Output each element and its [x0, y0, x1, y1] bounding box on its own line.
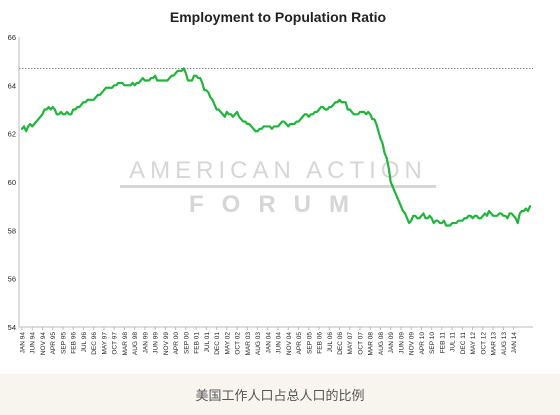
x-tick-label: AUG 98: [132, 332, 139, 356]
x-tick-label: DEC 11: [460, 332, 467, 355]
x-tick-label: JUL 06: [327, 332, 334, 353]
x-tick-label: NOV 94: [40, 332, 47, 356]
x-tick-label: APR 00: [173, 332, 180, 355]
x-tick-label: FEB 96: [71, 332, 78, 354]
x-tick-label: MAY 07: [347, 332, 354, 355]
series-group: [20, 67, 532, 227]
x-tick-label: MAY 97: [101, 332, 108, 355]
x-tick-label: FEB 06: [317, 332, 324, 354]
x-tick-label: APR 10: [419, 332, 426, 355]
x-tick-label: SEP 95: [60, 332, 67, 354]
x-tick-label: MAR 98: [122, 332, 129, 356]
x-tick-label: MAY 02: [224, 332, 231, 355]
x-tick-label: AUG 08: [378, 332, 385, 356]
x-tick-label: SEP 05: [306, 332, 313, 354]
x-tick-label: NOV 04: [286, 332, 293, 356]
x-tick-label: JUN 94: [30, 332, 37, 354]
watermark: AMERICAN ACTION FORUM: [120, 157, 436, 218]
x-tick-label: JUL 01: [204, 332, 211, 353]
y-tick-label: 62: [8, 130, 16, 139]
x-tick-label: JAN 09: [388, 332, 395, 354]
y-tick-label: 58: [8, 226, 16, 235]
x-tick-label: SEP 10: [429, 332, 436, 354]
x-tick-label: JUL 11: [450, 332, 457, 352]
x-tick-label: MAY 12: [470, 332, 477, 355]
x-tick-label: OCT 02: [235, 332, 242, 355]
chart-title: Employment to Population Ratio: [170, 9, 386, 25]
watermark-line-2: FORUM: [189, 191, 367, 218]
x-tick-label: FEB 01: [194, 332, 201, 354]
x-tick-label: OCT 07: [357, 332, 364, 355]
x-tick-label: JAN 14: [511, 332, 518, 354]
x-tick-label: JUN 99: [153, 332, 160, 354]
x-tick-label: NOV 09: [409, 332, 416, 356]
x-tick-label: JUN 09: [398, 332, 405, 354]
x-tick-label: DEC 01: [214, 332, 221, 355]
x-tick-label: OCT 12: [480, 332, 487, 355]
chart: Employment to Population Ratio AMERICAN …: [8, 9, 533, 356]
watermark-line-1: AMERICAN ACTION: [129, 157, 427, 184]
x-tick-label: JAN 94: [20, 332, 27, 354]
x-tick-label: JUN 04: [276, 332, 283, 354]
x-tick-label: OCT 97: [112, 332, 119, 355]
x-tick-label: NOV 99: [163, 332, 170, 356]
x-tick-label: FEB 11: [439, 332, 446, 354]
y-tick-label: 56: [8, 275, 16, 284]
x-tick-label: MAR 08: [368, 332, 375, 356]
x-tick-label: JAN 04: [265, 332, 272, 354]
x-tick-label: MAR 13: [491, 332, 498, 356]
caption-bar: [0, 374, 560, 415]
x-tick-label: AUG 13: [501, 332, 508, 356]
axes: [18, 37, 533, 328]
y-axis-ticks: 54 56 58 60 62 64 66: [8, 33, 16, 332]
x-tick-label: MAR 03: [245, 332, 252, 356]
y-tick-label: 64: [8, 81, 16, 90]
watermark-rule: [120, 185, 436, 188]
y-tick-label: 54: [8, 323, 16, 332]
x-tick-label: APR 05: [296, 332, 303, 355]
x-tick-label: AUG 03: [255, 332, 262, 356]
x-tick-label: JAN 99: [142, 332, 149, 354]
x-tick-label: DEC 96: [91, 332, 98, 355]
x-tick-label: SEP 00: [183, 332, 190, 354]
caption: 美国工作人口占总人口的比例: [195, 389, 365, 404]
x-tick-label: JUL 96: [81, 332, 88, 353]
y-tick-label: 60: [8, 178, 16, 187]
x-tick-label: DEC 06: [337, 332, 344, 355]
y-tick-label: 66: [8, 33, 16, 42]
x-tick-label: APR 95: [50, 332, 57, 355]
series-line: [20, 67, 532, 227]
x-axis-ticks: JAN 94 JUN 94 NOV 94 APR 95 SEP 95 FEB 96 JUL …: [20, 327, 518, 356]
